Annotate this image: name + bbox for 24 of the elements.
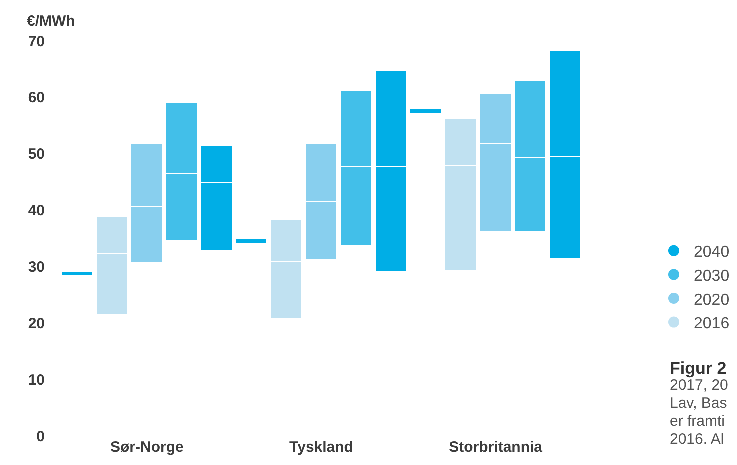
y-tick-label: 50 [28, 146, 45, 164]
bar [61, 271, 93, 276]
y-tick-label: 70 [28, 33, 45, 50]
y-tick-label: 10 [28, 372, 45, 389]
legend-label: 2020 [694, 292, 730, 309]
bar [409, 108, 442, 114]
text: er framti [670, 413, 726, 430]
x-tick-label: Storbritannia [449, 439, 544, 456]
bar [235, 238, 267, 244]
legend-label: 2016 [694, 316, 730, 333]
x-tick-label: Tyskland [290, 439, 354, 456]
y-tick-label: 0 [36, 428, 45, 446]
legend-label: 2030 [694, 268, 730, 285]
text: Figur 2 [670, 359, 727, 378]
text: 2017, 20 [670, 377, 728, 394]
text: 2016. Al [670, 431, 724, 448]
y-tick-label: 20 [28, 315, 45, 332]
y-axis-title: €/MWh [27, 13, 76, 30]
y-tick-label: 40 [28, 202, 45, 220]
y-tick-label: 30 [28, 258, 45, 276]
x-tick-label: Sør-Norge [110, 439, 184, 456]
y-tick-label: 60 [28, 90, 45, 107]
text: Lav, Bas [670, 395, 728, 412]
legend-label: 2040 [694, 244, 730, 262]
